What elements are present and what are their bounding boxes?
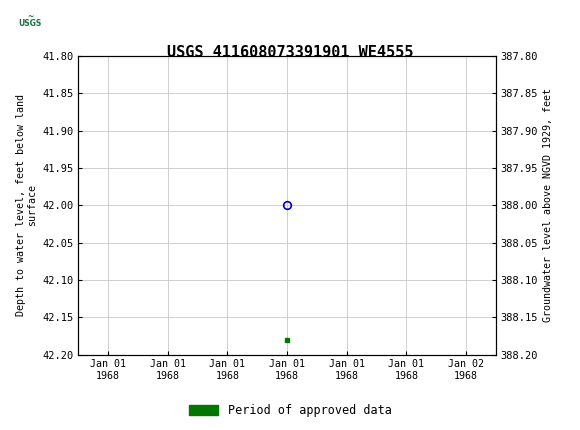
FancyBboxPatch shape — [3, 3, 58, 37]
Y-axis label: Depth to water level, feet below land
surface: Depth to water level, feet below land su… — [16, 94, 37, 316]
Text: ~
USGS: ~ USGS — [19, 12, 42, 28]
Y-axis label: Groundwater level above NGVD 1929, feet: Groundwater level above NGVD 1929, feet — [543, 88, 553, 322]
Text: USGS: USGS — [67, 11, 107, 29]
Text: USGS 411608073391901 WE4555: USGS 411608073391901 WE4555 — [167, 45, 413, 60]
Legend: Period of approved data: Period of approved data — [184, 399, 396, 422]
